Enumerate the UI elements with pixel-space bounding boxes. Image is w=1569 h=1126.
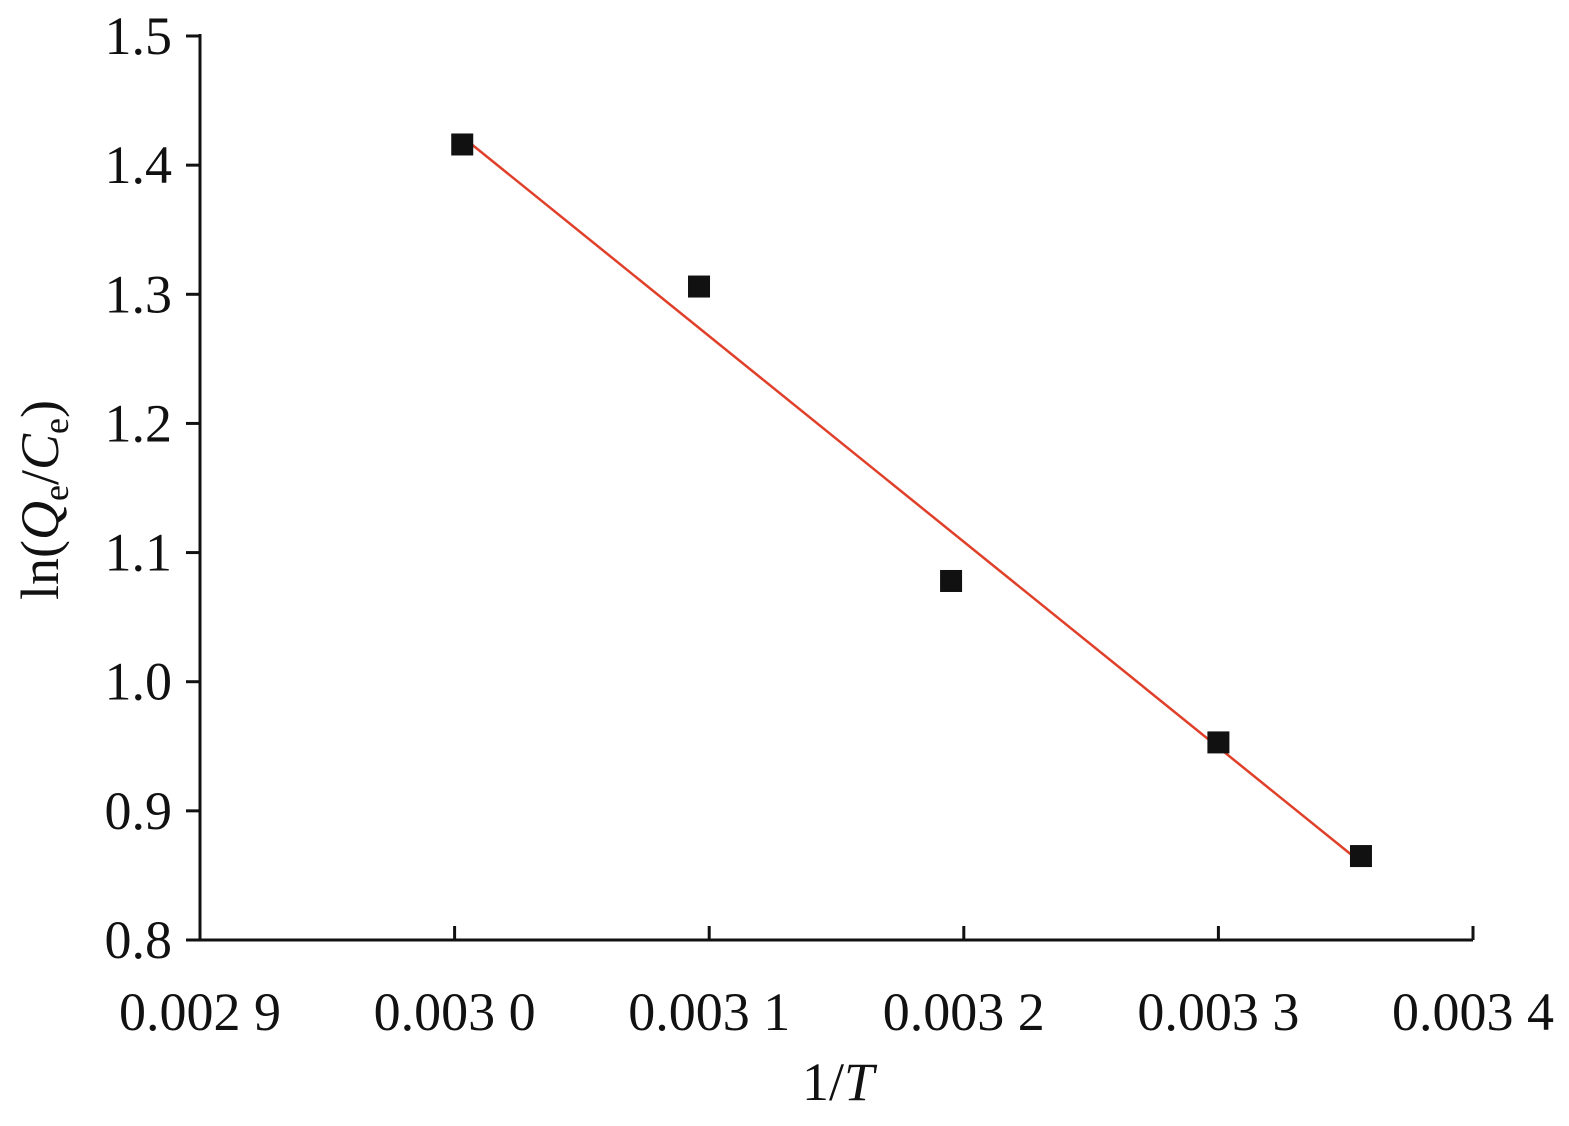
y-label-part: e	[36, 485, 76, 501]
point	[688, 275, 711, 298]
y-tick-label: 0.8	[105, 910, 173, 970]
x-tick-label: 0.003 2	[883, 982, 1045, 1042]
point	[451, 133, 474, 156]
x-tick-label: 0.003 4	[1392, 982, 1554, 1042]
fit-line	[461, 135, 1362, 864]
x-tick-label: 0.002 9	[119, 982, 281, 1042]
y-tick-label: 1.2	[105, 393, 173, 453]
x-label-part: T	[844, 1052, 878, 1112]
y-label-part: ln(	[10, 540, 70, 600]
y-label-part: e	[36, 418, 76, 434]
y-tick-label: 1.1	[105, 523, 173, 583]
y-label-part: )	[10, 400, 70, 418]
y-tick-label: 0.9	[105, 781, 173, 841]
y-tick-label: 1.3	[105, 264, 173, 324]
y-label-part: C	[10, 433, 70, 470]
x-tick-label: 0.003 0	[374, 982, 536, 1042]
x-label-part: 1/	[802, 1052, 844, 1112]
x-tick-label: 0.003 3	[1137, 982, 1299, 1042]
y-tick-label: 1.0	[105, 652, 173, 712]
x-axis-label: 1/T	[802, 1052, 878, 1112]
axes	[198, 34, 1473, 942]
y-axis-label: ln(Qe/Ce)	[10, 400, 76, 600]
y-label-part: /	[10, 470, 70, 485]
point	[1207, 731, 1230, 754]
point	[940, 569, 963, 592]
y-tick-label: 1.5	[105, 6, 173, 66]
point	[1349, 845, 1372, 868]
y-label-part: Q	[10, 501, 70, 540]
x-tick-label: 0.003 1	[628, 982, 790, 1042]
y-tick-label: 1.4	[105, 135, 173, 195]
